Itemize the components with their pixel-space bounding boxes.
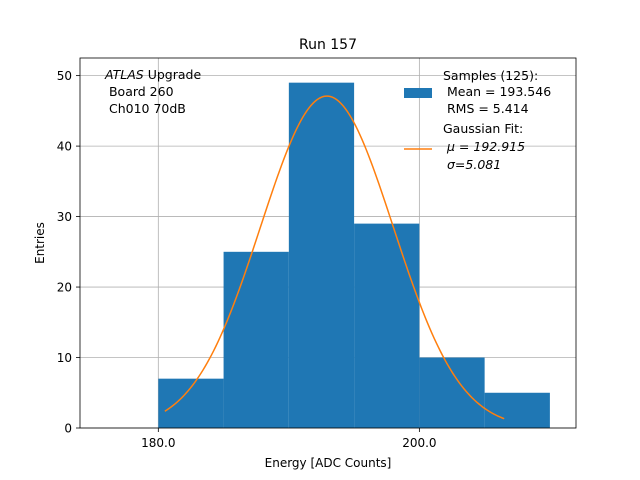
plot-frame	[79, 57, 577, 429]
legend: Samples (125): Mean = 193.546 RMS = 5.41…	[404, 68, 551, 172]
legend-histogram-swatch	[404, 88, 432, 98]
legend-rms-label: RMS = 5.414	[443, 101, 529, 116]
histogram-bar	[419, 357, 485, 428]
chart-title: Run 157	[299, 37, 357, 53]
histogram-bar	[288, 82, 355, 429]
annotation-line-2: Board 260	[105, 84, 174, 99]
y-axis-label: Entries	[33, 222, 47, 264]
y-tick-label: 20	[57, 281, 72, 295]
legend-mean-label: Mean = 193.546	[443, 84, 551, 99]
y-tick-label: 30	[57, 210, 72, 224]
y-tick-label: 0	[64, 422, 72, 436]
histogram-bar	[484, 392, 550, 428]
x-axis-ticks: 180.0 200.0	[141, 428, 437, 450]
x-axis-label: Energy [ADC Counts]	[265, 456, 392, 470]
annotation-upgrade: Upgrade	[144, 67, 202, 82]
annotation-atlas: ATLAS	[104, 67, 144, 82]
x-tick-label: 200.0	[402, 436, 436, 450]
histogram-bar	[354, 223, 420, 428]
y-axis-ticks: 0 10 20 30 40 50	[57, 69, 80, 436]
legend-fit-label: Gaussian Fit:	[443, 121, 523, 136]
legend-mu-label: μ = 192.915	[446, 139, 525, 154]
histogram-bar	[158, 378, 224, 428]
histogram-bar	[223, 251, 289, 428]
gaussian-fit-curve	[164, 95, 505, 420]
annotation-line-1: ATLAS Upgrade	[104, 67, 201, 82]
y-tick-label: 40	[57, 140, 72, 154]
x-tick-label: 180.0	[141, 436, 175, 450]
legend-sigma-label: σ=5.081	[447, 157, 501, 172]
y-tick-label: 50	[57, 69, 72, 83]
atlas-annotation: ATLAS Upgrade Board 260 Ch010 70dB	[104, 67, 201, 116]
annotation-line-3: Ch010 70dB	[105, 101, 186, 116]
legend-histogram-label: Samples (125):	[443, 68, 538, 83]
y-tick-label: 10	[57, 351, 72, 365]
histogram-bars	[158, 82, 550, 429]
